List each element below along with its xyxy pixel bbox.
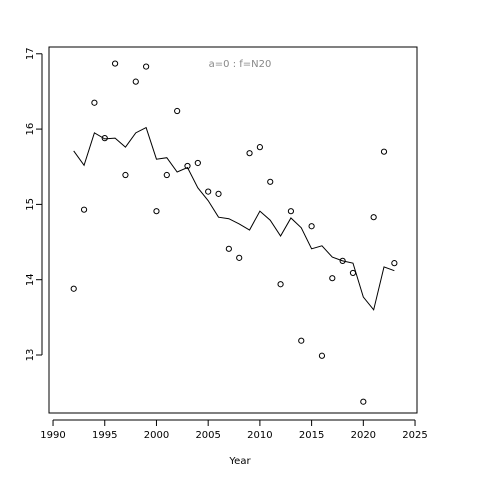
point: [225, 245, 232, 252]
point: [287, 208, 295, 215]
x-tick-label: 2005: [195, 430, 220, 441]
point: [194, 159, 201, 167]
point: [308, 223, 315, 230]
point: [370, 214, 377, 221]
x-tick-label: 1990: [40, 430, 65, 441]
point: [91, 99, 98, 106]
point: [360, 398, 367, 405]
x-tick-label: 2010: [247, 430, 272, 441]
y-tick-label: 14: [25, 273, 36, 286]
point: [174, 107, 181, 115]
point: [256, 144, 263, 151]
point: [236, 254, 243, 261]
y-tick-label: 16: [25, 123, 36, 136]
x-tick-label: 2000: [144, 430, 169, 441]
point: [391, 260, 398, 267]
annotation: a=0 : f=N20: [209, 59, 272, 70]
point: [70, 285, 77, 292]
point: [143, 63, 150, 70]
point: [329, 275, 336, 282]
point: [339, 257, 346, 264]
point: [277, 281, 284, 288]
point: [122, 171, 129, 179]
x-tick-label: 2025: [402, 430, 427, 441]
plot-box: [48, 46, 418, 414]
point: [246, 150, 253, 157]
point: [215, 190, 222, 197]
point: [163, 171, 170, 179]
x-axis-label: Year: [228, 456, 251, 467]
point: [111, 60, 119, 67]
point: [267, 178, 274, 185]
point: [298, 337, 305, 344]
point: [153, 208, 160, 215]
x-tick-label: 2015: [299, 430, 324, 441]
line: [73, 126, 395, 311]
point: [380, 148, 388, 155]
y-tick-label: 15: [25, 198, 36, 211]
point: [101, 135, 108, 142]
x-tick-label: 2020: [351, 430, 376, 441]
point: [318, 352, 326, 359]
x-tick-label: 1995: [92, 430, 117, 441]
y-tick-label: 17: [25, 47, 36, 60]
y-tick-label: 13: [25, 349, 36, 362]
point: [80, 206, 88, 213]
point: [205, 188, 212, 195]
point: [132, 78, 139, 85]
